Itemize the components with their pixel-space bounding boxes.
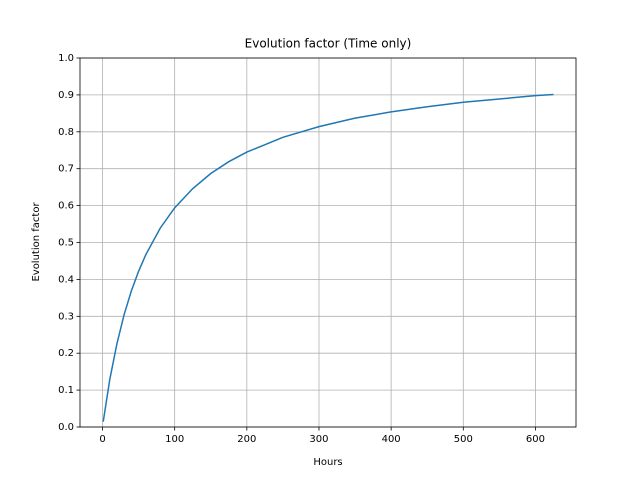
y-tick-label: 0.6 xyxy=(58,201,74,212)
x-tick-label: 200 xyxy=(237,434,256,445)
y-tick-label: 1.0 xyxy=(58,53,74,64)
y-tick-label: 0.3 xyxy=(58,311,74,322)
y-axis-label: Evolution factor xyxy=(31,202,42,282)
x-tick-label: 0 xyxy=(99,434,105,445)
x-tick-label: 600 xyxy=(526,434,545,445)
x-tick-label: 100 xyxy=(165,434,184,445)
x-tick-label: 400 xyxy=(382,434,401,445)
line-series xyxy=(102,93,554,422)
x-tick-label: 500 xyxy=(454,434,473,445)
y-tick-label: 0.5 xyxy=(58,238,74,249)
plot-frame xyxy=(79,57,577,428)
y-tick-label: 0.2 xyxy=(58,348,74,359)
y-tick-label: 0.9 xyxy=(58,90,74,101)
y-tick-label: 0.7 xyxy=(58,164,74,175)
y-tick-label: 0.4 xyxy=(58,274,74,285)
y-tick-label: 0.1 xyxy=(58,385,74,396)
y-tick-label: 0.0 xyxy=(58,422,74,433)
y-tick-label: 0.8 xyxy=(58,127,74,138)
x-tick-label: 300 xyxy=(309,434,328,445)
x-axis-label: Hours xyxy=(313,457,342,468)
chart-title: Evolution factor (Time only) xyxy=(245,37,412,51)
